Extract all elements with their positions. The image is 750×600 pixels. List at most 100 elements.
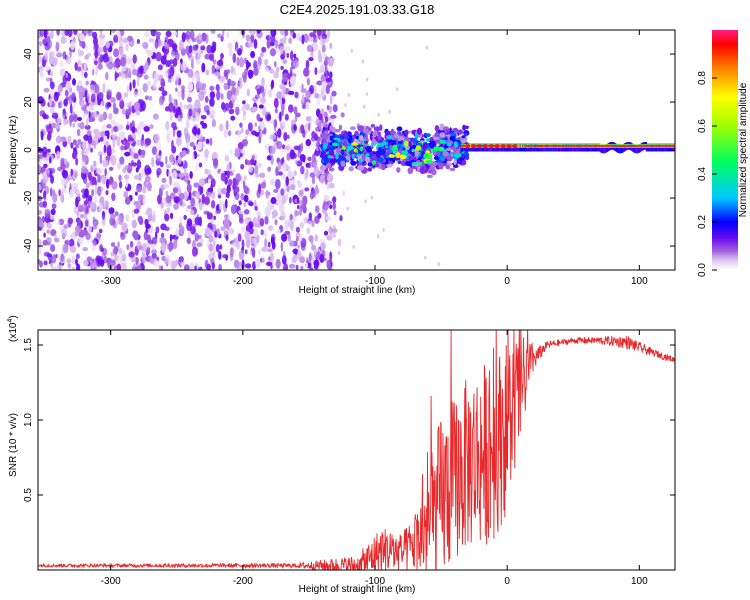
spectrogram-cell	[74, 208, 77, 214]
spectrogram-cell	[63, 244, 69, 253]
spectrogram-cell	[52, 203, 57, 209]
spectrogram-cell	[495, 144, 499, 148]
spectrogram-cell	[60, 137, 66, 142]
spectrogram-cell	[281, 234, 287, 242]
spectrogram-cell	[183, 61, 187, 70]
spectrogram-cell	[139, 66, 143, 74]
spectrogram-cell	[92, 32, 97, 39]
spectrogram-cell	[182, 89, 185, 93]
spectrogram-cell	[194, 73, 199, 78]
spectrogram-cell	[397, 126, 403, 131]
spectrogram-cell	[306, 163, 310, 168]
y-tick-label: -20	[23, 190, 34, 205]
spectrogram-cell	[43, 201, 47, 208]
spectrogram-cell	[266, 114, 271, 121]
spectrogram-cell	[134, 102, 140, 111]
spectrogram-cell	[167, 207, 171, 213]
spectrogram-cell	[199, 178, 205, 186]
spectrogram-cell	[255, 259, 261, 268]
spectrogram-cell	[292, 256, 297, 263]
spectrogram-cell	[379, 149, 386, 155]
spectrogram-cell	[315, 185, 317, 191]
spectrogram-cell	[192, 247, 198, 257]
spectrogram-cell	[232, 169, 235, 173]
spectrogram-cell	[330, 115, 336, 119]
spectrogram-cell	[93, 240, 97, 246]
spectrogram-cell	[435, 125, 440, 132]
spectrogram-cell	[252, 248, 255, 258]
spectrogram-cell	[88, 135, 93, 144]
spectrogram-cell	[81, 166, 87, 174]
spectrogram-cell	[300, 143, 303, 152]
spectrogram-cell	[89, 226, 92, 233]
spectrogram-cell	[50, 82, 55, 90]
spectrogram-cell	[318, 49, 321, 59]
spectrogram-cell	[378, 163, 381, 169]
spectrogram-cell	[256, 114, 260, 121]
spectrogram-cell	[46, 66, 50, 70]
spectrogram-cell	[129, 37, 135, 47]
spectrogram-cell	[144, 75, 149, 80]
spectrogram-cell	[283, 94, 286, 99]
spectrogram-cell	[224, 130, 228, 138]
spectrogram-cell	[400, 155, 407, 160]
spectrogram-cell	[420, 167, 426, 174]
spectrogram-cell	[186, 119, 190, 129]
spectrogram-cell	[190, 210, 194, 216]
spectrogram-cell	[63, 109, 66, 116]
spectrogram-cell	[100, 137, 104, 142]
spectrogram-cell	[320, 243, 326, 250]
spectrogram-cell	[314, 150, 320, 156]
spectrogram-cell	[188, 82, 193, 91]
spectrogram-cell	[295, 160, 297, 165]
spectrogram-cell	[52, 254, 56, 263]
spectrogram-cell	[230, 81, 236, 87]
spectrogram-cell	[243, 202, 246, 207]
spectrogram-cell	[212, 191, 216, 199]
spectrogram-cell	[219, 200, 221, 210]
spectrogram-cell	[328, 58, 334, 67]
spectrogram-cell	[319, 254, 324, 263]
spectrogram-cell	[196, 59, 201, 65]
spectrogram-cell	[377, 113, 379, 117]
spectrogram-cell	[106, 179, 110, 189]
spectrogram-cell	[221, 93, 224, 100]
spectrogram-cell	[178, 107, 180, 112]
spectrogram-cell	[77, 117, 82, 121]
spectrogram-cell	[60, 158, 65, 166]
spectrogram-cell	[329, 150, 334, 155]
spectrogram-cell	[82, 173, 86, 180]
spectrogram-cell	[117, 255, 123, 263]
spectrogram-cell	[153, 80, 156, 90]
spectrogram-cell	[372, 154, 377, 159]
spectrogram-cell	[42, 147, 48, 155]
spectrogram-cell	[106, 190, 109, 195]
spectrogram-cell	[265, 233, 268, 238]
spectrogram-cell	[437, 162, 443, 166]
spectrogram-cell	[145, 95, 149, 100]
spectrogram-cell	[219, 124, 224, 132]
spectrogram-cell	[200, 121, 204, 125]
spectrogram-cell	[213, 239, 216, 248]
spectrogram-cell	[282, 255, 287, 265]
spectrogram-cell	[249, 202, 254, 206]
spectrogram-cell	[50, 187, 53, 196]
spectrogram-cell	[95, 42, 98, 50]
spectrogram-cell	[167, 134, 171, 143]
spectrogram-cell	[173, 204, 179, 210]
spectrogram-cell	[82, 155, 88, 162]
spectrogram-cell	[380, 158, 384, 163]
spectrogram-cell	[244, 231, 250, 240]
spectrogram-cell	[138, 216, 143, 223]
spectrogram-cell	[233, 53, 237, 63]
spectrogram-cell	[205, 96, 209, 103]
spectrogram-cell	[171, 146, 176, 154]
spectrogram-cell	[195, 190, 200, 199]
spectrogram-cell	[49, 157, 52, 164]
spectrogram-cell	[313, 42, 318, 51]
spectrogram-cell	[123, 38, 128, 44]
spectrogram-cell	[104, 256, 107, 263]
spectrogram-cell	[245, 263, 251, 268]
spectrogram-cell	[61, 228, 67, 238]
spectrogram-cell	[320, 175, 325, 184]
